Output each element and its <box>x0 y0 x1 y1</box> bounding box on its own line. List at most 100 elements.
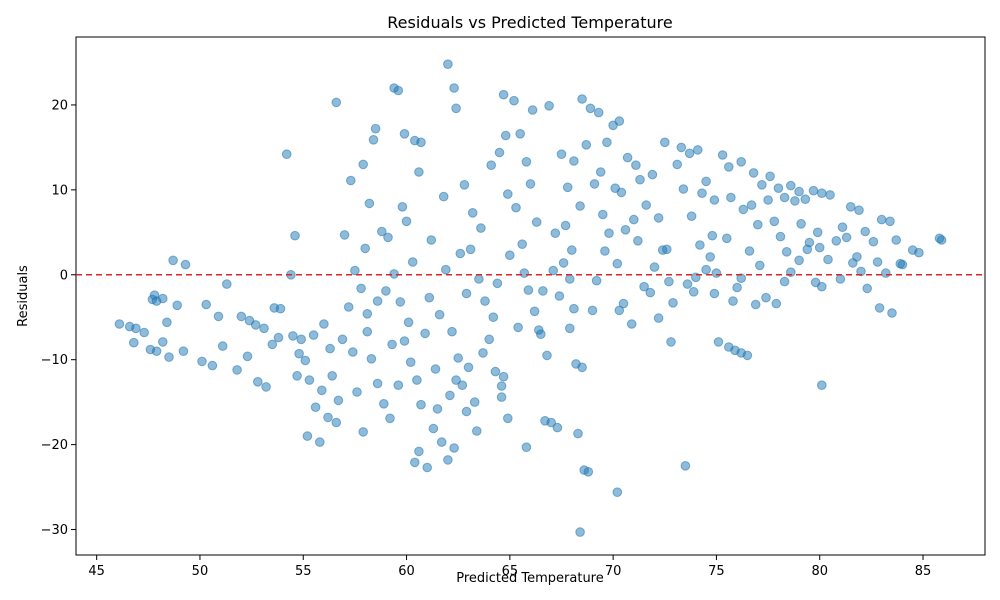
data-point <box>612 258 623 269</box>
data-point <box>765 171 775 182</box>
y-axis-label: Residuals <box>16 265 31 327</box>
data-point <box>358 159 369 170</box>
data-point <box>432 404 443 414</box>
data-point <box>319 319 329 329</box>
data-point <box>823 254 833 265</box>
data-point <box>575 201 585 211</box>
data-point <box>381 286 391 296</box>
data-point <box>416 137 426 148</box>
data-point <box>618 298 629 309</box>
data-point <box>360 243 371 254</box>
data-point <box>680 461 691 471</box>
data-point <box>666 337 676 347</box>
data-point <box>515 129 526 139</box>
data-point <box>451 103 461 114</box>
data-point <box>668 298 678 308</box>
data-point <box>455 248 466 259</box>
data-point <box>403 317 414 328</box>
data-point <box>139 327 149 338</box>
data-point <box>356 283 366 294</box>
data-point <box>519 268 530 278</box>
data-point <box>604 228 614 238</box>
data-point <box>513 322 523 333</box>
data-point <box>310 402 321 413</box>
data-point <box>717 150 728 160</box>
data-point <box>158 337 168 347</box>
data-point <box>653 313 664 323</box>
data-point <box>808 185 819 196</box>
data-point <box>709 288 720 299</box>
data-point <box>600 246 610 256</box>
data-point <box>641 200 652 210</box>
data-point <box>831 236 842 246</box>
data-point <box>201 299 211 310</box>
data-point <box>736 273 747 284</box>
data-point <box>773 183 784 193</box>
data-point <box>222 279 232 289</box>
data-point <box>701 264 711 275</box>
data-point <box>662 244 672 255</box>
data-point <box>422 462 433 473</box>
data-point <box>494 147 505 158</box>
data-point <box>405 357 416 368</box>
data-point <box>862 283 873 294</box>
data-point <box>304 375 315 385</box>
data-point <box>709 195 720 205</box>
data-point <box>498 371 509 382</box>
data-point <box>635 174 645 185</box>
y-tick-label: 10 <box>51 183 68 198</box>
data-point <box>368 135 379 145</box>
data-point <box>614 116 625 126</box>
data-point <box>352 387 362 397</box>
data-point <box>695 240 705 250</box>
data-point <box>213 311 224 322</box>
data-points <box>114 59 947 537</box>
data-point <box>362 326 373 337</box>
data-point <box>705 252 716 262</box>
x-tick-label: 75 <box>708 564 725 579</box>
data-point <box>308 330 319 340</box>
data-point <box>738 204 749 215</box>
data-point <box>509 95 519 106</box>
data-point <box>395 297 406 307</box>
data-point <box>317 385 327 396</box>
data-point <box>786 180 796 191</box>
data-point <box>242 351 253 362</box>
data-point <box>449 443 459 453</box>
data-point <box>790 196 800 206</box>
data-point <box>565 274 575 284</box>
data-point <box>622 152 633 163</box>
data-point <box>436 437 447 447</box>
y-tick-label: −20 <box>41 438 68 453</box>
data-point <box>387 339 397 350</box>
x-tick-label: 45 <box>88 564 105 579</box>
data-point <box>527 105 538 115</box>
data-point <box>610 183 621 193</box>
data-point <box>346 175 356 186</box>
data-point <box>480 296 490 306</box>
data-point <box>755 260 765 271</box>
data-point <box>914 247 924 258</box>
data-point <box>370 123 381 134</box>
data-point <box>686 211 697 221</box>
x-tick-label: 55 <box>295 564 312 579</box>
data-point <box>459 180 470 190</box>
data-point <box>273 332 284 343</box>
data-point <box>722 233 732 244</box>
data-point <box>736 157 747 167</box>
data-point <box>602 137 612 148</box>
data-point <box>484 334 495 345</box>
data-point <box>465 244 476 255</box>
data-point <box>575 527 585 537</box>
data-point <box>781 247 792 257</box>
data-point <box>750 299 761 310</box>
data-point <box>461 288 472 299</box>
data-point <box>614 305 625 316</box>
data-point <box>496 392 507 402</box>
data-point <box>393 380 404 391</box>
data-point <box>531 217 542 227</box>
data-point <box>244 315 255 326</box>
data-point <box>453 353 464 363</box>
chart-title: Residuals vs Predicted Temperature <box>387 13 672 32</box>
data-point <box>294 348 304 359</box>
